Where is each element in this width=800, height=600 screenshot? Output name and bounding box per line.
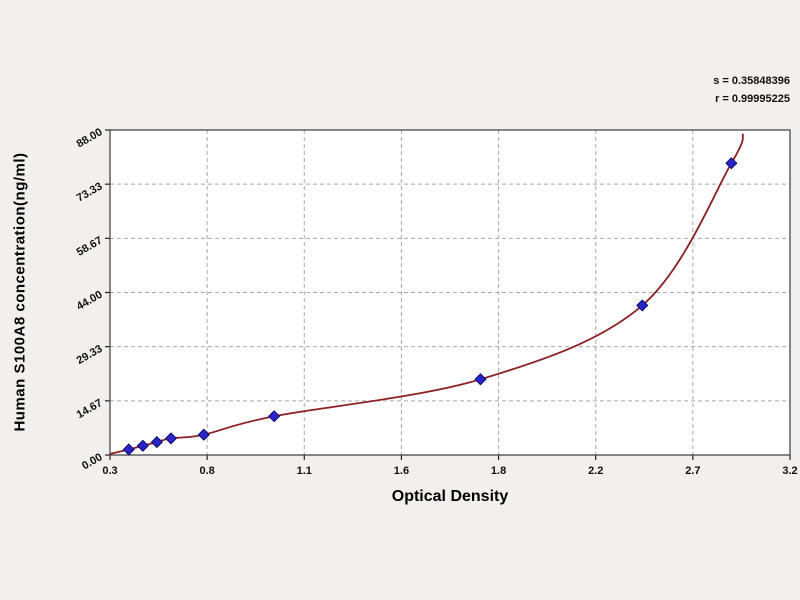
y-tick-label: 58.67 (75, 235, 105, 259)
y-tick-label: 44.00 (75, 289, 105, 313)
data-point-marker (474, 373, 487, 386)
y-tick-label: 88.00 (75, 126, 105, 150)
x-tick-label: 0.3 (102, 465, 117, 477)
x-tick-label: 1.1 (297, 465, 312, 477)
data-point-marker (150, 436, 163, 449)
fit-stat-r: r = 0.99995225 (715, 93, 790, 106)
y-tick-label: 14.67 (75, 397, 105, 421)
data-point-marker (725, 157, 738, 170)
x-tick-label: 2.2 (588, 465, 603, 477)
data-point-marker (164, 432, 178, 445)
x-tick-label: 1.8 (491, 465, 506, 477)
x-tick-label: 1.6 (394, 465, 409, 477)
data-point-marker (268, 410, 281, 423)
x-tick-label: 3.2 (782, 465, 797, 477)
data-point-marker (122, 443, 135, 456)
y-axis-title: Human S100A8 concentration(ng/ml) (11, 152, 29, 432)
data-point-marker (636, 299, 649, 312)
x-tick-label: 2.7 (685, 465, 700, 477)
x-axis-title: Optical Density (391, 488, 509, 505)
x-tick-label: 0.8 (199, 465, 214, 477)
fit-statistics: s = 0.35848396 r = 0.99995225 (713, 72, 790, 108)
plot-border (109, 129, 791, 456)
fit-stat-s: s = 0.35848396 (713, 75, 790, 87)
y-tick-label: 73.33 (75, 180, 105, 204)
y-tick-label: 0.00 (80, 451, 105, 472)
data-point-marker (197, 428, 210, 441)
y-tick-label: 29.33 (75, 343, 105, 367)
data-point-marker (136, 439, 149, 452)
